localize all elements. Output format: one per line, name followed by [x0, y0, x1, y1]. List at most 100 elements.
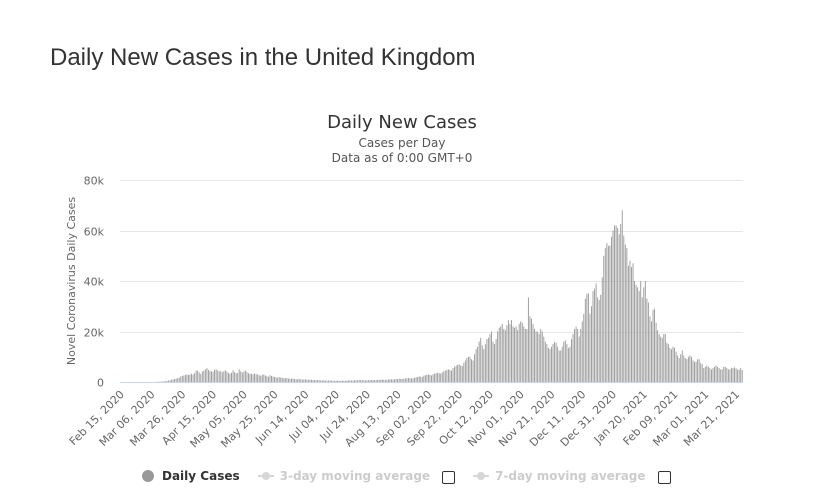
bar [172, 379, 174, 382]
bar [498, 327, 500, 382]
bar [635, 284, 637, 382]
bar [504, 330, 506, 382]
bar [512, 326, 514, 382]
bar [301, 379, 303, 382]
bar [481, 345, 483, 382]
bar [351, 380, 352, 382]
bar [292, 378, 294, 382]
bar [587, 293, 589, 383]
bar [489, 334, 491, 382]
bar [614, 225, 616, 382]
bar [232, 370, 234, 382]
bar [687, 356, 689, 382]
legend-7-day-average[interactable]: 7-day moving average [473, 468, 671, 484]
chart-subtitle-line: Cases per Day [359, 136, 446, 150]
bar [274, 376, 276, 382]
bar [487, 337, 489, 382]
bar [604, 248, 606, 382]
bar [701, 364, 703, 382]
bar [324, 380, 326, 382]
bar [646, 298, 648, 382]
bar [601, 277, 603, 382]
bar [423, 375, 425, 382]
bar [211, 371, 212, 382]
bar [329, 380, 331, 382]
bar [609, 245, 611, 382]
bar [458, 364, 460, 382]
bar [417, 376, 419, 382]
bar [721, 369, 723, 383]
bar [534, 328, 536, 382]
bar [463, 363, 465, 382]
bar [643, 287, 645, 382]
bar [169, 380, 171, 382]
bar [444, 370, 446, 382]
bar [166, 380, 168, 382]
bar [206, 368, 208, 382]
bar [724, 366, 726, 382]
bar [294, 378, 296, 382]
bar [617, 227, 619, 382]
bar [606, 243, 608, 383]
bar [503, 328, 505, 382]
bar [426, 374, 428, 382]
bar [627, 265, 629, 382]
bar [555, 342, 557, 382]
bar [375, 379, 377, 382]
bar [383, 379, 385, 382]
bar [389, 379, 391, 382]
bar [620, 224, 622, 382]
bar [421, 376, 423, 382]
bar [452, 368, 454, 382]
bar [372, 379, 374, 382]
bar [278, 377, 280, 382]
bar [595, 283, 597, 382]
bar [387, 379, 389, 382]
bar [187, 374, 189, 382]
bar [380, 379, 382, 382]
7-day-average-checkbox[interactable] [657, 471, 671, 484]
bar [501, 323, 503, 382]
bar [287, 378, 289, 382]
bar [272, 376, 274, 382]
bar [251, 373, 252, 382]
bar [283, 378, 285, 382]
bar [451, 370, 452, 382]
bar [618, 234, 620, 382]
bar [626, 248, 628, 382]
legend-3-day-label: 3-day moving average [279, 469, 431, 483]
bar [286, 377, 288, 382]
bar [737, 369, 739, 383]
bar [560, 350, 562, 382]
bar [524, 328, 526, 382]
bar [311, 379, 312, 382]
bar [658, 334, 660, 382]
legend-daily-cases[interactable]: Daily Cases [142, 469, 240, 483]
bar [660, 336, 662, 382]
legend-3-day-average[interactable]: 3-day moving average [257, 468, 456, 484]
bar [371, 379, 372, 382]
bar [638, 291, 640, 382]
bar [484, 344, 486, 383]
bar [594, 288, 596, 382]
3-day-average-checkbox[interactable] [442, 471, 456, 484]
circle-icon [142, 470, 154, 482]
bar [366, 380, 368, 382]
bar [478, 341, 480, 382]
bar [341, 380, 343, 382]
bar [584, 298, 586, 382]
bar [427, 374, 429, 382]
bar [678, 358, 680, 382]
bar [398, 378, 400, 382]
bar [647, 302, 649, 382]
bar [161, 381, 163, 382]
bar [231, 372, 232, 382]
bar [681, 350, 683, 382]
bar [223, 371, 225, 382]
bar [607, 245, 609, 382]
bar [229, 373, 231, 382]
bar [455, 365, 457, 382]
bar [411, 378, 412, 382]
y-tick-label: 20k [84, 327, 105, 340]
bar [220, 370, 222, 382]
